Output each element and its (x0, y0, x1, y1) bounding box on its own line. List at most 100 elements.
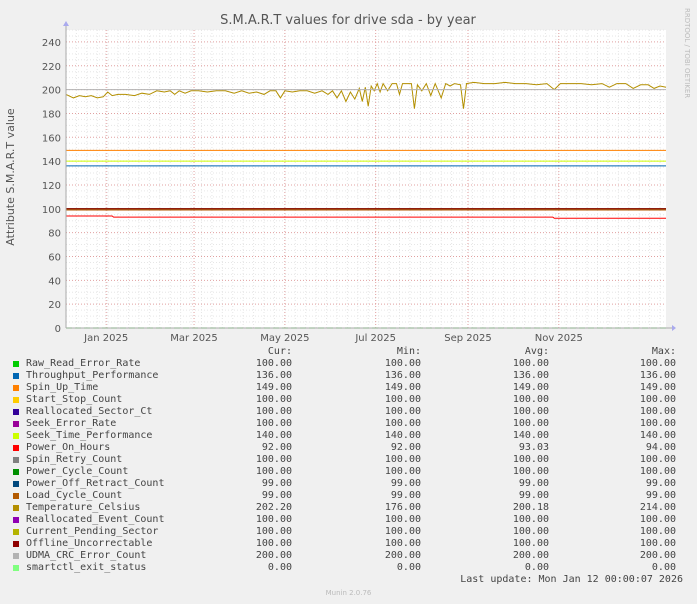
y-tick-label: 100 (42, 205, 61, 216)
grid (66, 29, 666, 328)
legend-row: Spin_Retry_Count 100.00 100.00 100.00 100.00 (12, 454, 692, 466)
series-line-power-on-hours (66, 215, 666, 219)
min-value: 149.00 (384, 382, 421, 393)
legend: Cur: Min: Avg: Max: Raw_Read_Error_Rate 1… (12, 346, 692, 574)
series-name: Reallocated_Sector_Ct (26, 406, 153, 417)
legend-swatch (13, 421, 19, 427)
series-name: Start_Stop_Count (26, 394, 123, 405)
avg-value: 99.00 (518, 490, 549, 501)
legend-row: Load_Cycle_Count 99.00 99.00 99.00 99.00 (12, 490, 692, 502)
max-value: 94.00 (645, 442, 676, 453)
series-line-temperature-celsius (65, 81, 667, 109)
avg-value: 0.00 (524, 562, 549, 573)
min-value: 100.00 (384, 358, 421, 369)
y-tick-label: 120 (42, 181, 61, 192)
legend-swatch (13, 469, 19, 475)
x-tick-label: Sep 2025 (444, 333, 491, 344)
legend-swatch (13, 529, 19, 535)
cur-value: 100.00 (255, 454, 292, 465)
y-tick-label: 200 (42, 86, 61, 97)
series-name: UDMA_CRC_Error_Count (26, 550, 147, 561)
cur-value: 100.00 (255, 526, 292, 537)
y-tick-label: 240 (42, 38, 61, 49)
avg-value: 200.18 (512, 502, 549, 513)
series-name: Spin_Retry_Count (26, 454, 123, 465)
legend-swatch (13, 553, 19, 559)
min-value: 99.00 (390, 490, 421, 501)
legend-row: Offline_Uncorrectable 100.00 100.00 100.00 1… (12, 538, 692, 550)
legend-row: Reallocated_Event_Count 100.00 100.00 100.0… (12, 514, 692, 526)
x-tick-label: Jul 2025 (354, 333, 396, 344)
min-value: 99.00 (390, 478, 421, 489)
y-tick-label: 160 (42, 133, 61, 144)
min-value: 200.00 (384, 550, 421, 561)
legend-row: Start_Stop_Count 100.00 100.00 100.00 100.00 (12, 394, 692, 406)
cur-value: 100.00 (255, 418, 292, 429)
max-value: 149.00 (639, 382, 676, 393)
max-value: 0.00 (651, 562, 676, 573)
y-tick-label: 220 (42, 62, 61, 73)
series-name: Spin_Up_Time (26, 382, 99, 393)
cur-value: 99.00 (261, 478, 292, 489)
avg-value: 100.00 (512, 538, 549, 549)
max-value: 100.00 (639, 466, 676, 477)
series-name: Power_Off_Retract_Count (26, 478, 165, 489)
x-ticks: Jan 2025 Mar 2025 May 2025 Jul 2025 Sep 2025… (83, 333, 583, 344)
legend-row: Current_Pending_Sector 100.00 100.00 100.00… (12, 526, 692, 538)
y-tick-label: 180 (42, 109, 61, 120)
max-value: 136.00 (639, 370, 676, 381)
cur-value: 200.00 (255, 550, 292, 561)
cur-value: 100.00 (255, 538, 292, 549)
chart: S.M.A.R.T values for drive sda - by year… (4, 8, 691, 344)
series-name: Load_Cycle_Count (26, 490, 123, 501)
x-axis-arrow-icon (672, 325, 676, 331)
cur-value: 140.00 (255, 430, 292, 441)
cur-value: 149.00 (255, 382, 292, 393)
y-tick-label: 20 (48, 300, 61, 311)
max-value: 200.00 (639, 550, 676, 561)
min-value: 100.00 (384, 514, 421, 525)
y-tick-label: 40 (48, 276, 61, 287)
legend-swatch (13, 481, 19, 487)
y-tick-label: 140 (42, 157, 61, 168)
legend-swatch (13, 445, 19, 451)
legend-swatch (13, 541, 19, 547)
cur-value: 0.00 (267, 562, 292, 573)
cur-value: 100.00 (255, 514, 292, 525)
max-value: 100.00 (639, 538, 676, 549)
series-name: Temperature_Celsius (26, 502, 141, 513)
header-max: Max: (651, 346, 676, 357)
max-value: 140.00 (639, 430, 676, 441)
legend-row: Power_Off_Retract_Count 99.00 99.00 99.00 99… (12, 478, 692, 490)
legend-row: Throughput_Performance 136.00 136.00 136.00… (12, 370, 692, 382)
cur-value: 92.00 (261, 442, 292, 453)
legend-row: Raw_Read_Error_Rate 100.00 100.00 100.00 100… (12, 358, 692, 370)
cur-value: 100.00 (255, 358, 292, 369)
cur-value: 136.00 (255, 370, 292, 381)
axes (63, 21, 676, 331)
last-update: Last update: Mon Jan 12 00:00:07 2026 (460, 574, 683, 585)
cur-value: 100.00 (255, 394, 292, 405)
x-tick-label: Nov 2025 (535, 333, 583, 344)
y-tick-label: 0 (55, 324, 61, 335)
cur-value: 99.00 (261, 490, 292, 501)
avg-value: 136.00 (512, 370, 549, 381)
series-lines (65, 81, 667, 329)
avg-value: 100.00 (512, 466, 549, 477)
max-value: 214.00 (639, 502, 676, 513)
munin-version: Munin 2.0.76 (325, 589, 372, 597)
cur-value: 100.00 (255, 406, 292, 417)
series-name: Seek_Time_Performance (26, 430, 153, 441)
legend-row: Power_On_Hours 92.00 92.00 93.03 94.00 (12, 442, 692, 454)
legend-swatch (13, 517, 19, 523)
legend-row: Power_Cycle_Count 100.00 100.00 100.00 100.0… (12, 466, 692, 478)
avg-value: 100.00 (512, 358, 549, 369)
max-value: 100.00 (639, 394, 676, 405)
min-value: 136.00 (384, 370, 421, 381)
legend-row: Reallocated_Sector_Ct 100.00 100.00 100.00 1… (12, 406, 692, 418)
min-value: 100.00 (384, 394, 421, 405)
avg-value: 149.00 (512, 382, 549, 393)
legend-row: UDMA_CRC_Error_Count 200.00 200.00 200.00 20… (12, 550, 692, 562)
avg-value: 140.00 (512, 430, 549, 441)
min-value: 176.00 (384, 502, 421, 513)
